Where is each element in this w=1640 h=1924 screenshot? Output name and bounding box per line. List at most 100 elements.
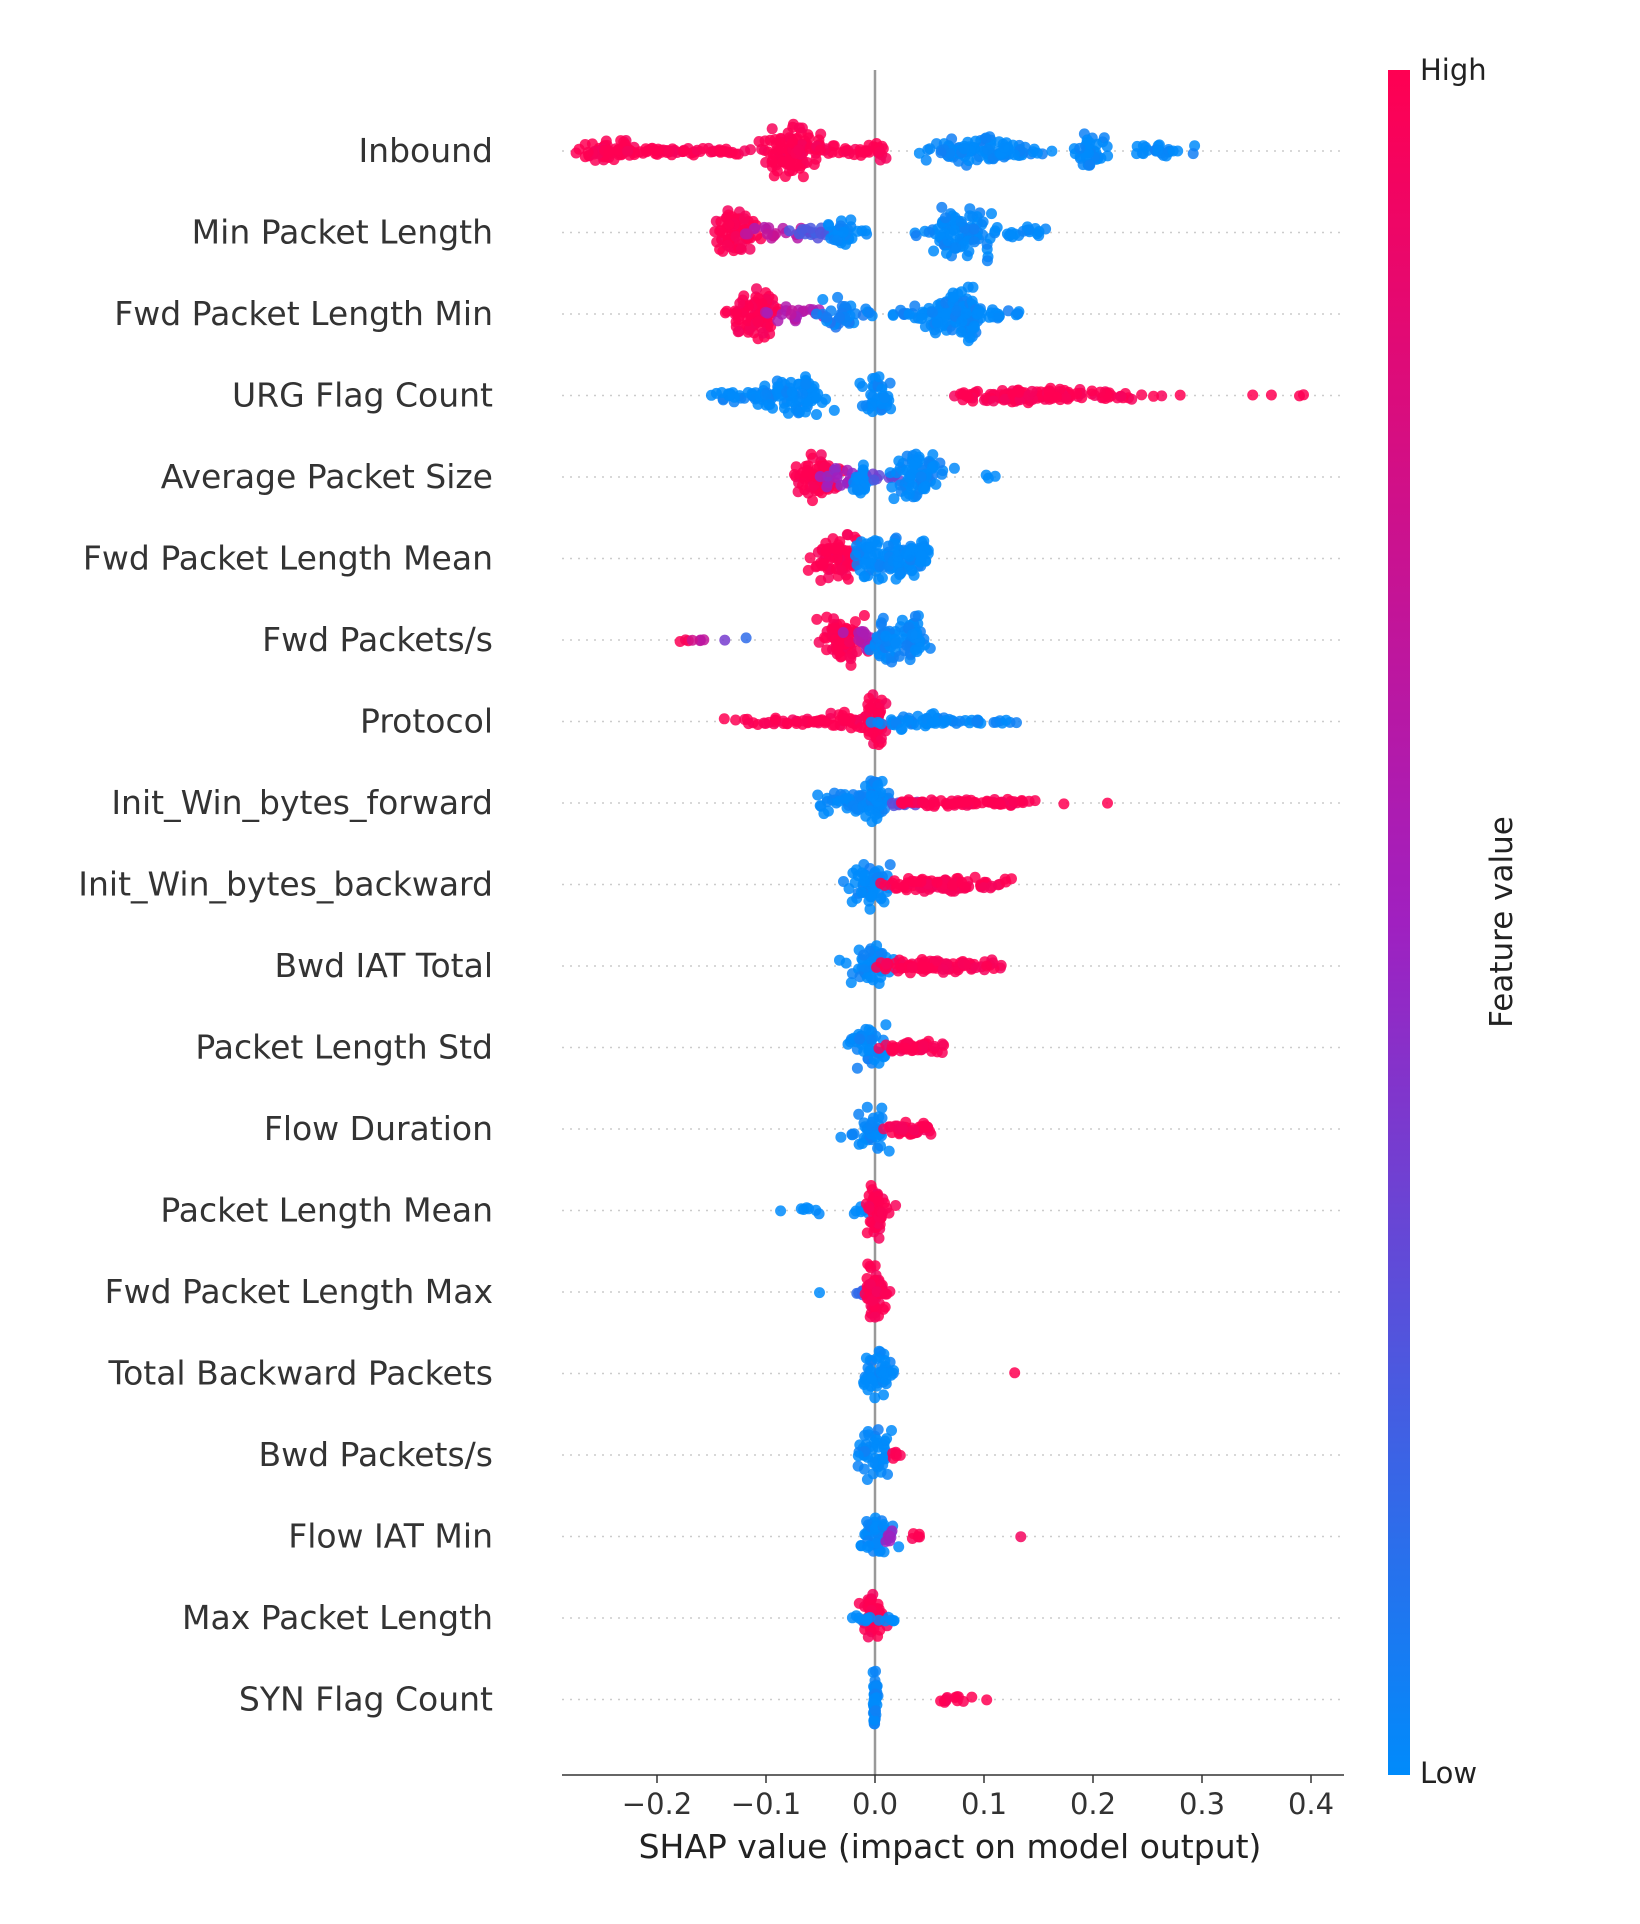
shap-point [850, 550, 861, 562]
shap-point [930, 478, 942, 490]
shap-point [714, 145, 726, 157]
shap-point [735, 244, 747, 255]
shap-point [872, 1142, 884, 1154]
shap-point [1084, 159, 1096, 171]
shap-point [867, 1457, 879, 1468]
shap-point [1074, 142, 1086, 154]
shap-point [871, 1190, 883, 1202]
shap-point [1187, 148, 1199, 160]
shap-point [947, 879, 958, 891]
shap-point [935, 1695, 947, 1707]
shap-point [870, 1433, 882, 1445]
shap-point [863, 307, 875, 319]
x-tick-label: 0.2 [1070, 1787, 1116, 1821]
shap-point [886, 481, 898, 493]
shap-point [817, 294, 829, 305]
shap-point [880, 958, 892, 970]
shap-point [981, 960, 993, 972]
shap-point [962, 281, 974, 293]
shap-point [612, 144, 624, 156]
shap-point [914, 556, 926, 568]
shap-point [936, 201, 948, 213]
shap-point [831, 234, 843, 246]
shap-point [730, 230, 742, 242]
feature-label: Flow Duration [264, 1109, 493, 1148]
shap-point [949, 1692, 961, 1703]
shap-point [926, 306, 938, 318]
shap-point [751, 283, 762, 295]
shap-point [948, 462, 960, 474]
shap-point [1011, 717, 1022, 729]
shap-point [865, 716, 877, 728]
shap-point [834, 312, 845, 323]
feature-label: Init_Win_bytes_backward [78, 865, 493, 904]
shap-point [716, 387, 728, 398]
shap-point [766, 123, 778, 135]
shap-point [840, 957, 852, 969]
shap-point [1094, 386, 1106, 398]
shap-point [875, 971, 887, 983]
shap-point [825, 707, 837, 719]
shap-point [1294, 390, 1305, 402]
shap-point [796, 388, 808, 400]
shap-point [719, 634, 731, 646]
shap-point [874, 154, 886, 166]
shap-point [864, 1216, 876, 1228]
shap-point [785, 309, 797, 320]
shap-point [869, 1311, 881, 1323]
feature-label: Fwd Packet Length Min [114, 294, 493, 333]
shap-point [940, 309, 952, 321]
feature-label: Fwd Packet Length Max [105, 1272, 493, 1311]
shap-point [730, 148, 742, 160]
shap-point [863, 1203, 875, 1214]
shap-point [1033, 226, 1045, 237]
shap-point [843, 883, 855, 895]
shap-point [981, 1694, 993, 1706]
shap-point [945, 229, 957, 240]
shap-point [909, 610, 921, 622]
shap-point [1046, 145, 1058, 157]
x-axis-label: SHAP value (impact on model output) [639, 1827, 1262, 1866]
shap-point [1265, 389, 1277, 401]
colorbar-title: Feature value [1484, 816, 1520, 1028]
shap-point [842, 529, 854, 541]
feature-label: Bwd Packets/s [258, 1435, 493, 1474]
shap-point [883, 1145, 895, 1157]
x-tick-label: 0.1 [961, 1787, 1007, 1821]
shap-point [923, 226, 935, 238]
shap-point [1060, 392, 1072, 404]
shap-point [929, 716, 941, 728]
shap-point [865, 1365, 877, 1377]
shap-point [811, 409, 822, 420]
shap-point [993, 311, 1005, 323]
shap-point [743, 718, 754, 730]
shap-point [895, 724, 907, 735]
shap-point [761, 228, 773, 240]
shap-point [856, 1138, 868, 1149]
feature-label: Flow IAT Min [288, 1517, 493, 1556]
shap-point [723, 219, 735, 231]
shap-point [739, 145, 751, 157]
shap-point [1011, 308, 1023, 320]
shap-point [870, 1705, 881, 1717]
shap-point [835, 1131, 847, 1143]
shap-point [855, 886, 867, 898]
shap-point [800, 406, 811, 418]
shap-point [947, 291, 959, 303]
shap-point [862, 1258, 874, 1270]
shap-point [951, 305, 963, 317]
shap-point [852, 1450, 864, 1462]
feature-label: SYN Flag Count [239, 1680, 493, 1719]
shap-point [1043, 386, 1055, 398]
shap-point [869, 1521, 881, 1533]
shap-point [931, 876, 943, 888]
shap-point [835, 479, 847, 491]
shap-point [858, 610, 870, 621]
shap-point [930, 327, 941, 339]
shap-point [882, 1468, 893, 1480]
shap-point [850, 1610, 862, 1622]
shap-point [879, 392, 890, 404]
shap-point [863, 692, 875, 704]
shap-point [740, 632, 752, 644]
